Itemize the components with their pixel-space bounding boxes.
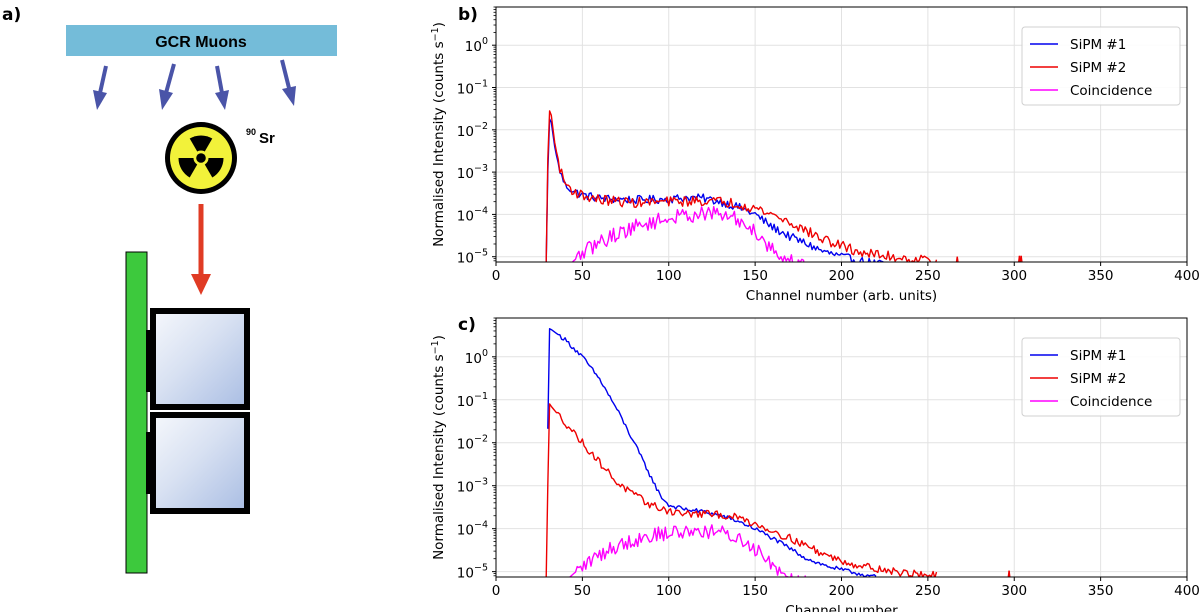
schematic-panel: a) GCR Muons — [2, 5, 337, 574]
legend: SiPM #1 SiPM #2 Coincidence — [1021, 26, 1181, 106]
y-tick-label: 10−5 — [457, 248, 488, 267]
x-tick-label: 300 — [1001, 268, 1027, 284]
muon-arrows — [93, 59, 296, 110]
legend-entry: Coincidence — [1070, 83, 1152, 99]
x-tick-label: 350 — [1088, 268, 1114, 284]
spike-mark — [1008, 570, 1011, 577]
y-axis-label: Normalised Intensity (counts s−1) — [430, 335, 447, 560]
y-tick-label: 10−3 — [457, 477, 488, 496]
y-axis-label-text: Normalised Intensity (counts s — [431, 354, 447, 560]
muon-arrow-icon — [280, 59, 296, 106]
x-tick-label: 250 — [915, 583, 941, 599]
source-mass-number: 90 — [246, 127, 256, 137]
y-tick-label: 10−1 — [457, 391, 488, 410]
muon-arrow-icon — [159, 63, 176, 110]
y-tick-label: 10−4 — [457, 520, 488, 539]
x-tick-label: 400 — [1174, 583, 1200, 599]
axes: 0 50 100 150 200 250 300 350 400 10−5 10−4 10−3 10−2… — [457, 6, 1200, 284]
y-axis-label-exp: −1 — [430, 340, 441, 354]
panel-c-label: c) — [458, 315, 476, 335]
x-tick-label: 200 — [829, 583, 855, 599]
y-axis-label-close: ) — [431, 335, 447, 340]
x-axis-label: Channel number — [785, 603, 898, 612]
x-tick-label: 0 — [492, 583, 501, 599]
x-axis-label: Channel number (arb. units) — [746, 288, 937, 304]
scintillator-crystal-1 — [150, 308, 250, 410]
grid — [495, 318, 1188, 577]
series-line-sipm-2 — [545, 110, 938, 262]
y-tick-label: 100 — [465, 36, 488, 55]
x-tick-label: 150 — [742, 583, 768, 599]
legend-entry: SiPM #2 — [1070, 60, 1126, 76]
y-tick-label: 10−5 — [457, 563, 488, 582]
gcr-muon-banner — [66, 25, 337, 56]
series-line-coincidence — [568, 524, 807, 577]
legend-box — [1021, 26, 1181, 106]
gcr-muon-label: GCR Muons — [155, 34, 247, 51]
legend-entry: SiPM #1 — [1070, 348, 1126, 364]
x-tick-label: 300 — [1001, 583, 1027, 599]
x-tick-label: 250 — [915, 268, 941, 284]
y-axis-label: Normalised Intensity (counts s−1) — [430, 22, 447, 247]
legend: SiPM #1 SiPM #2 Coincidence — [1021, 337, 1181, 417]
y-tick-label: 10−2 — [457, 434, 488, 453]
scintillator-crystal-2 — [150, 412, 250, 514]
panel-b-label: b) — [458, 5, 478, 25]
legend-box — [1021, 337, 1181, 417]
x-tick-label: 100 — [656, 268, 682, 284]
spike-mark — [1018, 255, 1021, 262]
x-tick-label: 400 — [1174, 268, 1200, 284]
x-tick-label: 200 — [829, 268, 855, 284]
y-tick-label: 10−2 — [457, 121, 488, 140]
legend-entry: SiPM #1 — [1070, 37, 1126, 53]
x-tick-label: 0 — [492, 268, 501, 284]
x-tick-label: 150 — [742, 268, 768, 284]
panel-a-label: a) — [2, 5, 21, 25]
y-axis-label-text: Normalised Intensity (counts s — [431, 41, 447, 247]
spike-mark — [956, 256, 959, 262]
series-line-coincidence — [571, 205, 805, 262]
y-tick-label: 10−4 — [457, 205, 488, 224]
chart-c: c) 0 50 100 150 200 250 300 350 400 10−5 10−4 10−3 1… — [430, 315, 1200, 612]
pcb-board — [125, 251, 148, 574]
beta-arrow-icon — [191, 204, 211, 295]
spike-mark — [1020, 255, 1023, 262]
series-line-sipm-1 — [547, 328, 877, 577]
y-tick-label: 100 — [465, 348, 488, 367]
muon-arrow-icon — [215, 65, 229, 110]
x-tick-label: 350 — [1088, 583, 1114, 599]
x-tick-label: 50 — [574, 268, 591, 284]
x-tick-label: 100 — [656, 583, 682, 599]
series-line-sipm-2 — [545, 403, 938, 577]
axes: 0 50 100 150 200 250 300 350 400 10−5 10−4 10−3 10−2… — [457, 317, 1200, 599]
x-tick-label: 50 — [574, 583, 591, 599]
legend-entry: SiPM #2 — [1070, 371, 1126, 387]
series-line-sipm-1 — [545, 118, 884, 262]
source-element-label: Sr — [259, 130, 275, 147]
chart-b: b) 0 50 100 150 200 250 300 350 400 10−5 10−4 10−3 1… — [430, 5, 1200, 304]
y-axis-label-exp: −1 — [430, 27, 441, 41]
muon-arrow-icon — [93, 65, 108, 110]
radiation-hazard-icon — [165, 122, 237, 194]
y-tick-label: 10−1 — [457, 79, 488, 98]
plot-area — [545, 328, 1011, 577]
plot-area — [545, 110, 1023, 262]
y-tick-label: 10−3 — [457, 163, 488, 182]
legend-entry: Coincidence — [1070, 394, 1152, 410]
y-axis-label-close: ) — [431, 22, 447, 27]
